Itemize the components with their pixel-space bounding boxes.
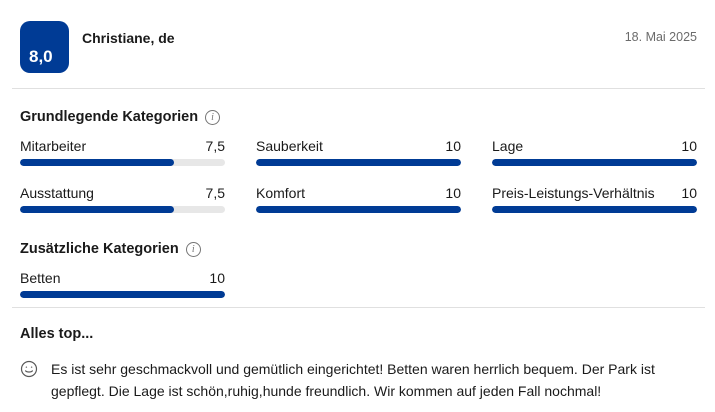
category-value: 10 <box>681 138 697 154</box>
category-label: Ausstattung <box>20 185 94 201</box>
category-label: Lage <box>492 138 524 154</box>
category-value: 10 <box>445 185 461 201</box>
category-rating-bar <box>492 206 697 213</box>
category-rating-bar-fill <box>20 206 174 213</box>
score-value: 8,0 <box>29 47 53 66</box>
category-rating-bar <box>20 159 225 166</box>
category-label: Preis-Leistungs-Verhältnis <box>492 185 655 201</box>
category-label: Mitarbeiter <box>20 138 87 154</box>
review-title: Alles top... <box>20 326 94 342</box>
category-value: 10 <box>681 185 697 201</box>
divider <box>12 88 705 89</box>
category-label: Betten <box>20 270 61 286</box>
category-label: Komfort <box>256 185 306 201</box>
review-text: Es ist sehr geschmackvoll und gemütlich … <box>51 361 655 399</box>
category-rating-bar <box>20 291 225 298</box>
category-value: 10 <box>445 138 461 154</box>
category-rating-bar <box>492 159 697 166</box>
additional-categories-grid: Betten 10 <box>20 270 697 298</box>
category-sauberkeit: Sauberkeit 10 <box>256 138 461 166</box>
category-rating-bar-fill <box>492 159 697 166</box>
category-rating-bar <box>20 206 225 213</box>
basic-categories-grid: Mitarbeiter 7,5 Sauberkeit 10 Lage 10 <box>20 138 697 213</box>
category-betten: Betten 10 <box>20 270 225 298</box>
review-card: 8,0 Christiane, de 18. Mai 2025 Grundleg… <box>12 21 705 402</box>
category-rating-bar-fill <box>20 291 225 298</box>
category-komfort: Komfort 10 <box>256 185 461 213</box>
category-rating-bar <box>256 206 461 213</box>
additional-categories-heading: Zusätzliche Kategorien i <box>20 241 697 257</box>
category-ausstattung: Ausstattung 7,5 <box>20 185 225 213</box>
category-rating-bar <box>256 159 461 166</box>
review-date: 18. Mai 2025 <box>624 30 697 44</box>
smiley-happy-icon <box>20 360 38 383</box>
category-rating-bar-fill <box>256 206 461 213</box>
category-rating-bar-fill <box>20 159 174 166</box>
basic-categories-heading: Grundlegende Kategorien i <box>20 109 697 125</box>
category-preis-leistung: Preis-Leistungs-Verhältnis 10 <box>492 185 697 213</box>
category-mitarbeiter: Mitarbeiter 7,5 <box>20 138 225 166</box>
reviewer-name: Christiane, de <box>82 30 175 46</box>
info-icon[interactable]: i <box>205 109 221 125</box>
divider <box>12 307 705 308</box>
score-badge: 8,0 <box>20 21 69 73</box>
review-body: Es ist sehr geschmackvoll und gemütlich … <box>20 358 697 402</box>
basic-categories-title: Grundlegende Kategorien <box>20 109 199 125</box>
category-value: 7,5 <box>205 138 225 154</box>
info-icon[interactable]: i <box>185 241 201 257</box>
category-label: Sauberkeit <box>256 138 323 154</box>
category-value: 10 <box>209 270 225 286</box>
category-value: 7,5 <box>205 185 225 201</box>
additional-categories-title: Zusätzliche Kategorien <box>20 241 179 257</box>
category-rating-bar-fill <box>492 206 697 213</box>
review-header: 8,0 Christiane, de 18. Mai 2025 <box>20 21 697 73</box>
category-lage: Lage 10 <box>492 138 697 166</box>
category-rating-bar-fill <box>256 159 461 166</box>
